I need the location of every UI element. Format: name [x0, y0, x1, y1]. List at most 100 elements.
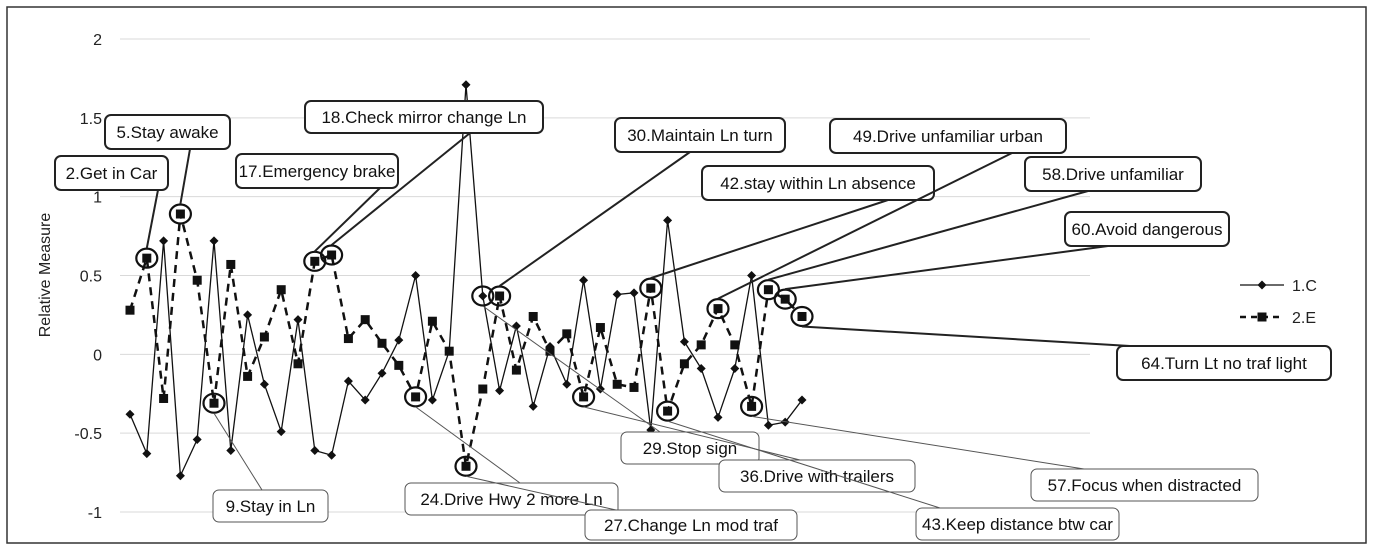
data-point: [495, 386, 505, 396]
data-point: [780, 294, 790, 304]
annotation-ring: [790, 305, 814, 328]
y-tick-label: 2: [93, 32, 102, 49]
annotation-box: [701, 165, 935, 201]
data-point: [579, 275, 589, 285]
y-tick-label: 1.5: [80, 111, 102, 128]
data-point: [595, 323, 605, 333]
y-tick-label: 0.5: [80, 269, 102, 286]
y-tick-label: -1: [88, 505, 102, 522]
y-tick-label: 0: [93, 347, 102, 364]
annotation-ring: [706, 298, 730, 320]
annotation-leader: [145, 189, 159, 249]
annotation-label: 5.Stay awake: [116, 123, 218, 142]
data-point: [343, 334, 353, 344]
annotation-leader: [314, 187, 381, 253]
data-point: [394, 335, 404, 345]
annotation-leader: [330, 132, 471, 246]
data-point: [763, 420, 773, 430]
data-point: [528, 311, 538, 321]
y-tick-label: -0.5: [74, 426, 102, 443]
data-point: [310, 256, 320, 266]
annotation-label: 2.Get in Car: [66, 164, 158, 183]
y-tick-label: 1: [93, 190, 102, 207]
data-point: [377, 368, 387, 378]
data-point: [696, 364, 706, 374]
data-point: [478, 384, 488, 394]
data-point: [730, 364, 740, 374]
data-point: [461, 461, 471, 471]
annotation-ring: [404, 386, 428, 408]
data-point: [142, 253, 152, 263]
annotation-box: [1030, 468, 1259, 502]
data-point: [797, 395, 807, 405]
data-point: [713, 412, 723, 422]
annotation-box: [235, 153, 399, 189]
data-point: [293, 359, 303, 369]
annotation-ring: [135, 247, 159, 269]
data-point: [226, 259, 236, 269]
data-point: [730, 340, 740, 350]
legend: 1.C 2.E: [1240, 278, 1317, 327]
data-point: [679, 359, 689, 369]
data-point: [377, 338, 387, 348]
data-point: [159, 236, 169, 246]
annotation-leader: [583, 406, 801, 461]
annotation-leader: [499, 151, 691, 287]
data-point: [562, 379, 572, 389]
annotation-label: 30.Maintain Ln turn: [627, 126, 773, 145]
data-point: [511, 365, 521, 375]
annotation-box: [620, 431, 760, 465]
data-point: [175, 209, 185, 219]
data-point: [310, 446, 320, 456]
data-point: [612, 289, 622, 299]
data-point: [142, 449, 152, 459]
annotation-box: [1116, 345, 1332, 381]
data-point: [192, 434, 202, 444]
data-point: [293, 315, 303, 325]
annotation-ring: [655, 400, 680, 422]
annotation-label: 57.Focus when distracted: [1048, 476, 1242, 495]
data-point: [394, 360, 404, 370]
legend-marker: [1257, 280, 1267, 290]
data-point: [276, 285, 286, 295]
data-point: [259, 379, 269, 389]
data-point: [663, 406, 673, 416]
annotation-ring: [571, 386, 596, 408]
annotation-label: 49.Drive unfamiliar urban: [853, 127, 1043, 146]
data-point: [663, 215, 673, 225]
data-point: [528, 401, 538, 411]
annotation-leader: [415, 406, 521, 484]
annotation-ring: [320, 244, 344, 266]
annotation-ring: [471, 285, 495, 307]
annotation-label: 24.Drive Hwy 2 more Ln: [420, 490, 602, 509]
annotation-leader: [751, 415, 1085, 470]
annotation-label: 58.Drive unfamiliar: [1042, 165, 1184, 184]
annotation-box: [304, 100, 544, 134]
series-line-2.E: [128, 213, 803, 467]
data-point: [612, 379, 622, 389]
annotation-box: [915, 507, 1120, 541]
data-point: [747, 271, 757, 280]
annotation-ring: [739, 395, 764, 417]
data-point: [679, 337, 689, 347]
data-point: [125, 305, 135, 315]
annotation-box: [1024, 156, 1202, 192]
data-point: [411, 271, 421, 280]
annotation-callouts: 2.Get in Car 5.Stay awake 9.Stay in Ln 17.E…: [54, 100, 1332, 541]
annotation-leader: [801, 325, 1131, 347]
data-point: [579, 392, 589, 402]
data-point: [713, 304, 723, 314]
annotation-box: [212, 489, 329, 523]
annotation-label: 17.Emergency brake: [239, 162, 396, 181]
data-point: [478, 291, 488, 301]
annotation-leader: [213, 412, 263, 491]
data-point: [411, 392, 421, 402]
y-axis-title: Relative Measure: [37, 213, 54, 338]
legend-marker: [1257, 312, 1267, 322]
annotation-ring: [773, 288, 797, 310]
data-point: [629, 288, 639, 298]
annotation-leader: [650, 199, 889, 280]
annotation-box: [404, 482, 619, 516]
annotation-box: [54, 155, 169, 191]
y-tick-labels: 2 1.5 1 0.5 0 -0.5 -1: [74, 32, 102, 522]
